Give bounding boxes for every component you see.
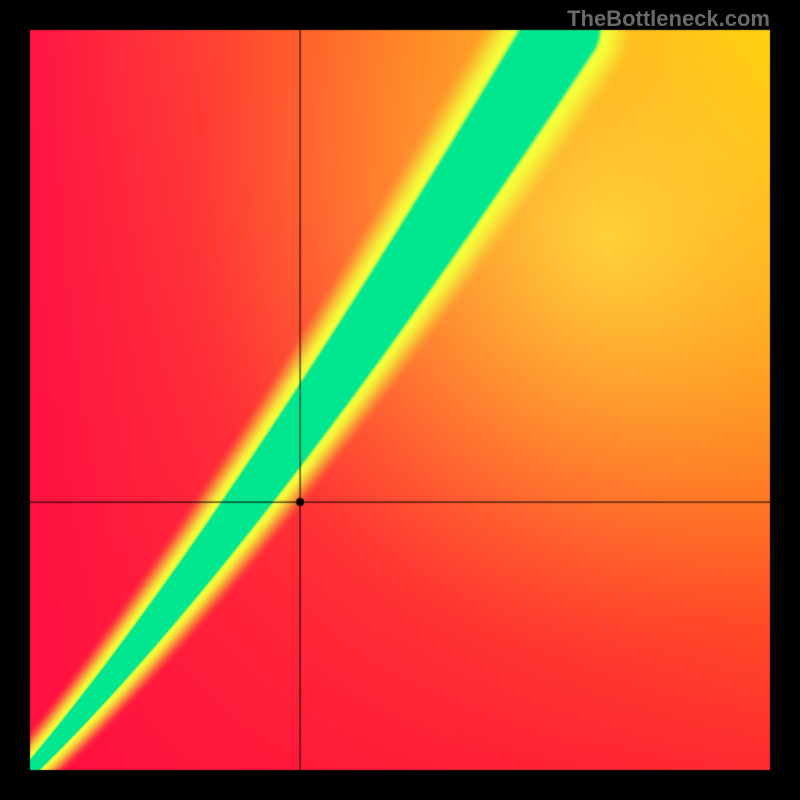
- heatmap-canvas: [0, 0, 800, 800]
- watermark-text: TheBottleneck.com: [567, 6, 770, 32]
- chart-container: TheBottleneck.com: [0, 0, 800, 800]
